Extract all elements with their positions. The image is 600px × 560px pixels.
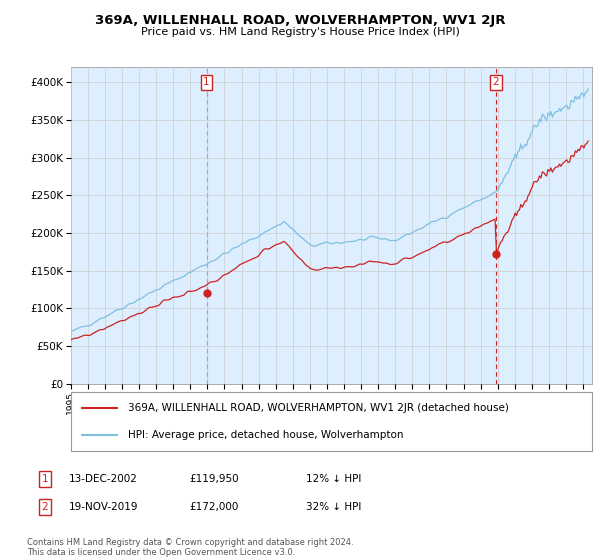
Text: 19-NOV-2019: 19-NOV-2019: [69, 502, 139, 512]
Text: 369A, WILLENHALL ROAD, WOLVERHAMPTON, WV1 2JR: 369A, WILLENHALL ROAD, WOLVERHAMPTON, WV…: [95, 14, 505, 27]
Text: 13-DEC-2002: 13-DEC-2002: [69, 474, 138, 484]
Text: Price paid vs. HM Land Registry's House Price Index (HPI): Price paid vs. HM Land Registry's House …: [140, 27, 460, 37]
Text: £172,000: £172,000: [189, 502, 238, 512]
Text: 12% ↓ HPI: 12% ↓ HPI: [306, 474, 361, 484]
Text: 1: 1: [203, 77, 210, 87]
Text: 32% ↓ HPI: 32% ↓ HPI: [306, 502, 361, 512]
Text: HPI: Average price, detached house, Wolverhampton: HPI: Average price, detached house, Wolv…: [128, 430, 404, 440]
Text: 369A, WILLENHALL ROAD, WOLVERHAMPTON, WV1 2JR (detached house): 369A, WILLENHALL ROAD, WOLVERHAMPTON, WV…: [128, 403, 509, 413]
Text: 1: 1: [41, 474, 49, 484]
Text: £119,950: £119,950: [189, 474, 239, 484]
FancyBboxPatch shape: [71, 392, 592, 451]
Text: Contains HM Land Registry data © Crown copyright and database right 2024.
This d: Contains HM Land Registry data © Crown c…: [27, 538, 353, 557]
Text: 2: 2: [41, 502, 49, 512]
Text: 2: 2: [493, 77, 499, 87]
